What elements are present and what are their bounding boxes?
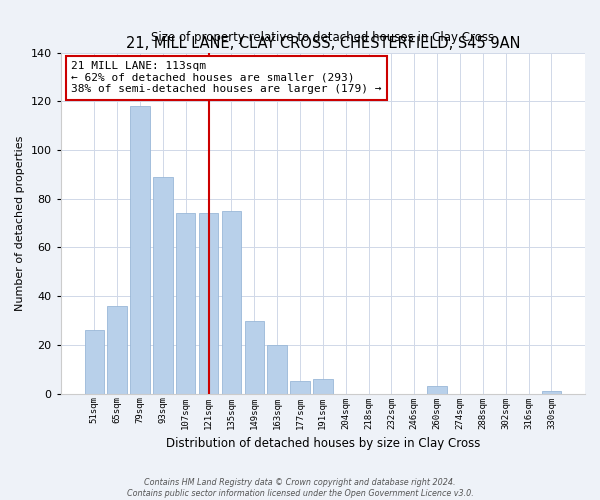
Title: 21, MILL LANE, CLAY CROSS, CHESTERFIELD, S45 9AN: 21, MILL LANE, CLAY CROSS, CHESTERFIELD,… [125,36,520,52]
Text: 21 MILL LANE: 113sqm
← 62% of detached houses are smaller (293)
38% of semi-deta: 21 MILL LANE: 113sqm ← 62% of detached h… [71,61,382,94]
Text: Contains HM Land Registry data © Crown copyright and database right 2024.
Contai: Contains HM Land Registry data © Crown c… [127,478,473,498]
Bar [313,379,332,394]
Bar [221,211,241,394]
Y-axis label: Number of detached properties: Number of detached properties [15,136,25,311]
Bar [85,330,104,394]
Bar [153,177,173,394]
Bar [130,106,149,394]
Bar [199,214,218,394]
Text: Size of property relative to detached houses in Clay Cross: Size of property relative to detached ho… [151,31,494,44]
Bar [245,320,264,394]
X-axis label: Distribution of detached houses by size in Clay Cross: Distribution of detached houses by size … [166,437,480,450]
Bar [290,382,310,394]
Bar [107,306,127,394]
Bar [176,214,196,394]
Bar [542,391,561,394]
Bar [268,345,287,394]
Bar [427,386,447,394]
